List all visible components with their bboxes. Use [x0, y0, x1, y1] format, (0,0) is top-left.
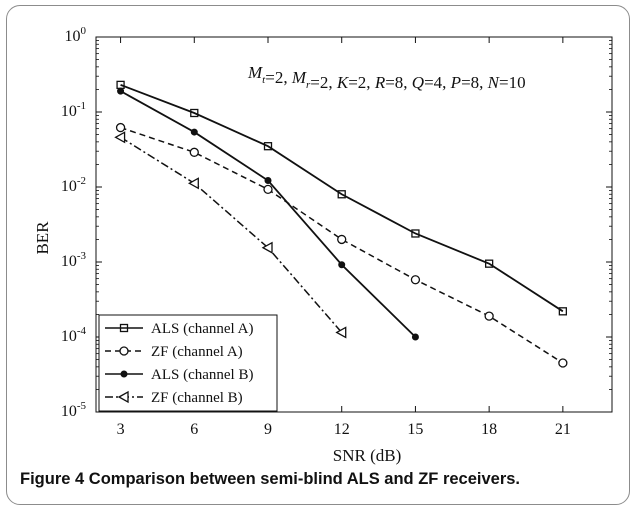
y-axis-label: BER [33, 221, 52, 255]
y-tick-label: 10-2 [61, 175, 86, 195]
data-point [187, 177, 199, 190]
data-point [263, 184, 273, 195]
data-point [189, 147, 199, 157]
caption-text: Comparison between semi-blind ALS and ZF… [88, 470, 521, 488]
data-point [117, 87, 125, 95]
legend-box [98, 314, 278, 412]
data-point [558, 358, 568, 368]
ber-chart: 3 6 9 12 15 18 21 100 10-1 10-2 10-3 10-4 10-5 Mt=2,… [33, 25, 613, 465]
data-point [114, 131, 126, 144]
data-point [484, 311, 494, 321]
x-tick-label: 3 [117, 421, 125, 438]
data-point [119, 323, 129, 333]
series-2 [115, 122, 568, 368]
series-3 [117, 87, 419, 341]
y-tick-label: 10-4 [61, 325, 87, 345]
legend-entry-label: ALS (channel A) [151, 321, 253, 337]
legend: ALS (channel A) ZF (channel A) ALS (channe… [98, 314, 278, 412]
data-point [484, 259, 494, 268]
series-layer [114, 80, 568, 368]
plot-box [95, 36, 613, 413]
series-line [120, 84, 564, 313]
data-point [190, 128, 198, 136]
data-point [558, 307, 568, 316]
figure-caption: Figure 4 Comparison between semi-blind A… [20, 470, 620, 489]
x-tick-label: 6 [190, 421, 198, 438]
data-point [335, 326, 347, 339]
x-tick-label: 21 [555, 421, 571, 438]
x-tick-label: 18 [481, 421, 497, 438]
data-point [411, 229, 420, 238]
legend-entry-label: ZF (channel A) [151, 344, 243, 360]
data-point [115, 122, 126, 133]
data-point [119, 346, 129, 356]
legend-entry-label: ALS (channel B) [151, 367, 253, 383]
data-point [337, 190, 346, 199]
axes: 3 6 9 12 15 18 21 100 10-1 10-2 10-3 10-4 10-5 [61, 25, 613, 438]
legend-entry-label: ZF (channel B) [151, 390, 243, 406]
data-point [190, 108, 199, 118]
data-point [120, 370, 128, 378]
y-tick-label: 10-3 [61, 250, 87, 270]
y-tick-label: 100 [65, 25, 87, 45]
parameter-annotation: Mt=2, Mr=2, K=2, R=8, Q=4, P=8, N=10 [247, 63, 526, 92]
x-tick-label: 15 [407, 421, 423, 438]
data-point [263, 142, 273, 151]
data-point [337, 234, 347, 245]
y-tick-label: 10-5 [61, 400, 87, 420]
data-point [411, 333, 419, 341]
series-1 [116, 80, 568, 316]
data-point [410, 275, 421, 285]
caption-label: Figure 4 [20, 470, 85, 488]
data-point [264, 177, 272, 185]
data-point [261, 241, 273, 254]
x-tick-label: 9 [264, 421, 272, 438]
series-4 [114, 131, 347, 339]
series-line [120, 90, 417, 338]
series-line [120, 136, 343, 333]
x-axis-label: SNR (dB) [333, 446, 401, 465]
y-tick-label: 10-1 [61, 100, 86, 120]
x-tick-label: 12 [334, 421, 350, 438]
data-point [338, 261, 346, 269]
data-point [117, 390, 129, 404]
figure-frame [6, 5, 630, 505]
